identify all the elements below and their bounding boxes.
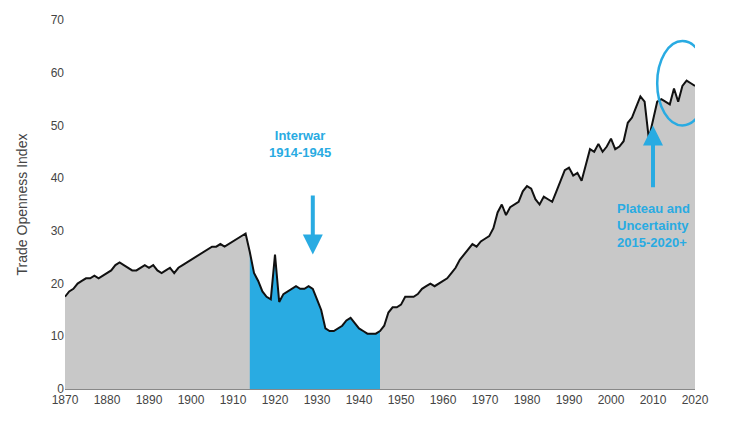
svg-text:Trade Openness Index: Trade Openness Index [14, 134, 30, 276]
svg-text:0: 0 [57, 382, 64, 396]
svg-text:1910: 1910 [220, 393, 247, 407]
svg-text:1930: 1930 [304, 393, 331, 407]
svg-text:1980: 1980 [514, 393, 541, 407]
svg-text:1960: 1960 [430, 393, 457, 407]
svg-text:2010: 2010 [640, 393, 667, 407]
svg-text:30: 30 [51, 224, 65, 238]
svg-text:10: 10 [51, 329, 65, 343]
svg-text:50: 50 [51, 119, 65, 133]
svg-text:1900: 1900 [178, 393, 205, 407]
svg-text:1950: 1950 [388, 393, 415, 407]
svg-text:1990: 1990 [556, 393, 583, 407]
svg-text:Plateau andUncertainty2015-202: Plateau andUncertainty2015-2020+ [617, 201, 690, 250]
svg-text:2020: 2020 [682, 393, 709, 407]
svg-text:20: 20 [51, 277, 65, 291]
svg-text:Interwar1914-1945: Interwar1914-1945 [269, 128, 331, 160]
svg-text:2000: 2000 [598, 393, 625, 407]
svg-text:60: 60 [51, 66, 65, 80]
svg-text:40: 40 [51, 171, 65, 185]
svg-text:1970: 1970 [472, 393, 499, 407]
svg-text:1870: 1870 [52, 393, 79, 407]
svg-text:70: 70 [51, 13, 65, 27]
svg-text:1940: 1940 [346, 393, 373, 407]
svg-text:1890: 1890 [136, 393, 163, 407]
svg-text:1880: 1880 [94, 393, 121, 407]
svg-text:1920: 1920 [262, 393, 289, 407]
